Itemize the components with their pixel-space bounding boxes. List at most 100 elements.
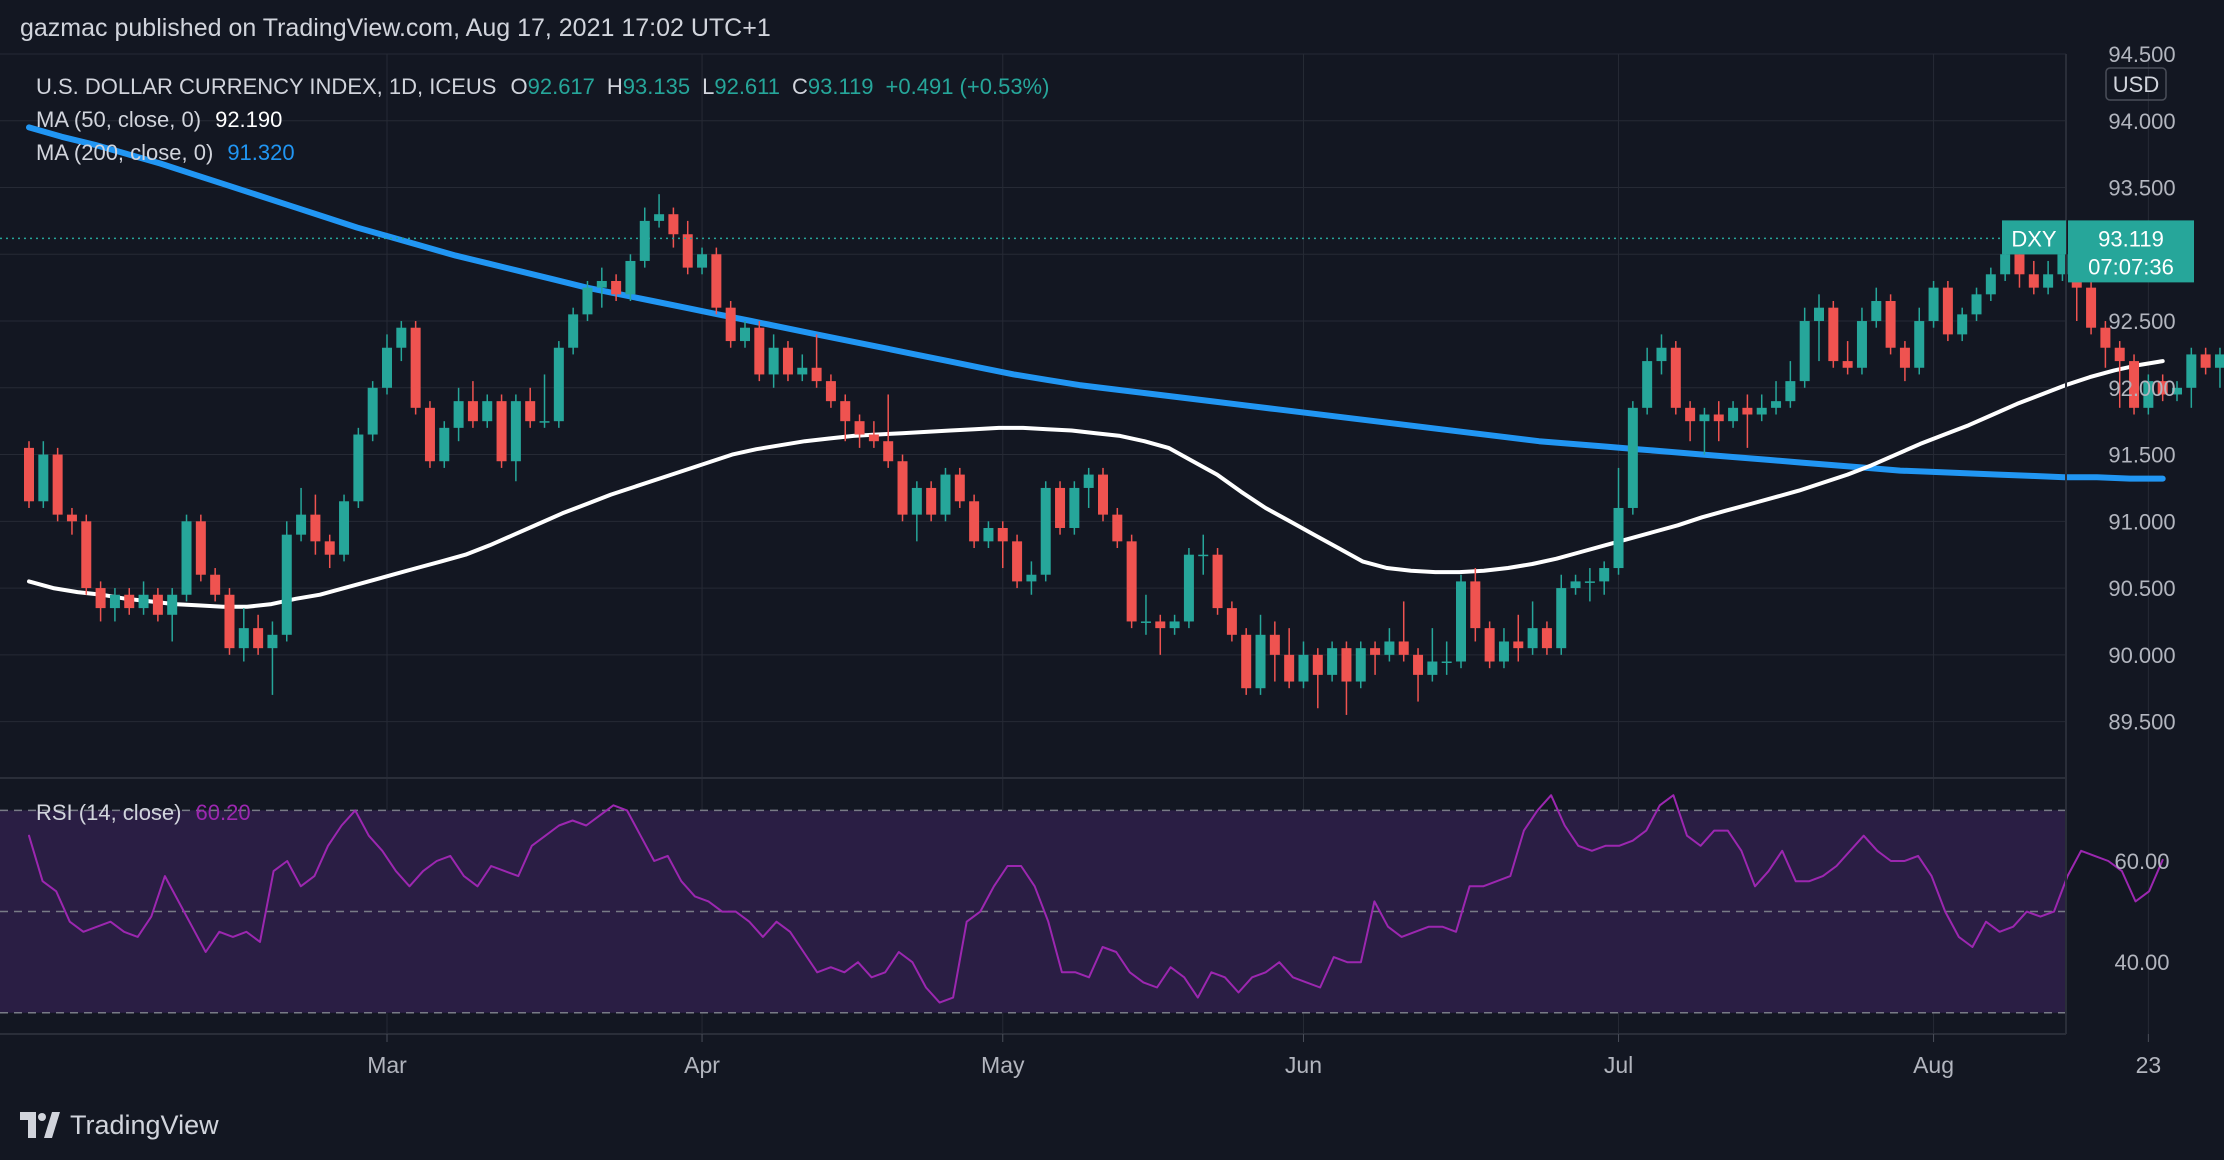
candle-body [1269,634,1280,655]
candle [1928,280,1939,328]
candle [2028,260,2039,295]
published-header: gazmac published on TradingView.com, Aug… [0,0,2224,54]
ma200-polyline [26,124,2166,482]
candle-body [1198,554,1209,557]
candle [1728,401,1739,428]
price-tag-countdown: 07:07:36 [2088,254,2174,279]
candle [553,341,564,428]
ma200-legend-value: 91.320 [227,140,294,165]
candle-body [1441,661,1452,664]
rsi-tick-label: 60.00 [2114,849,2169,874]
candle-body [1312,654,1323,675]
candle [1971,287,1982,322]
candle [811,334,822,388]
candle [224,588,235,655]
tradingview-logo[interactable]: TradingView [20,1108,219,1142]
candle-body [2086,287,2097,328]
candle-body [138,594,149,609]
candle-body [1183,554,1194,622]
ma200-line [26,124,2166,482]
candle-body [1713,414,1724,422]
candle-body [467,401,478,422]
candle [1627,401,1638,515]
candle-body [954,474,965,502]
candle-body [1928,287,1939,322]
candle-body [510,401,521,462]
price-tick-label: 90.000 [2108,643,2175,668]
candle-body [1814,307,1824,322]
time-tick-label: Apr [684,1052,720,1078]
candle-body [410,327,421,408]
candle [281,521,292,642]
low-label: L92.611 [702,74,780,99]
candle-body [324,541,335,555]
candle-body [109,594,120,609]
price-tick-label: 94.500 [2108,42,2175,67]
candle-body [825,381,836,402]
candle-body [453,401,464,428]
low-value: 92.611 [714,74,780,99]
candle-body [2028,274,2039,288]
candle [1885,294,1896,355]
candle [1055,481,1066,535]
candle [1842,341,1853,375]
rsi-band-fill [0,810,2066,1013]
price-tick-label: 89.500 [2108,710,2175,735]
candle-body [253,628,264,649]
candle-body [1756,407,1767,415]
candle [1012,534,1023,589]
candle [439,421,450,468]
candle-body [625,260,636,295]
candle-body [1470,581,1481,629]
candle [1413,648,1424,702]
candle-body [997,527,1008,542]
candle-body [2143,381,2154,408]
candle [24,441,34,508]
symbol-tag-label: DXY [2011,226,2057,251]
candle-body [1040,487,1051,575]
candle-body [1785,381,1796,402]
rsi-band [0,809,2066,1014]
candle [1670,341,1681,415]
candle-body [1971,294,1982,315]
candle-body [568,314,579,348]
candle [883,394,894,468]
candle [510,394,521,482]
tradingview-brand: TradingView [70,1109,219,1140]
candle-body [768,347,779,375]
candle-body [525,401,536,422]
candle [1942,280,1953,342]
candle-body [1799,321,1810,382]
candle-body [1298,654,1309,682]
candle [467,381,478,428]
candle-body [2214,354,2224,368]
rsi-line [28,794,2164,1004]
candle-body [782,347,793,375]
candle-body [1985,274,1996,295]
candle [1899,341,1910,382]
low-letter: L [702,74,714,99]
candle [1742,394,1753,448]
candle-body [1513,641,1524,649]
candle [1212,548,1223,615]
candle [2200,347,2211,375]
published-line: gazmac published on TradingView.com, Aug… [20,14,771,42]
candle-body [66,514,77,522]
candle-body [854,421,865,435]
candle-body [195,521,206,575]
candle-body [725,307,736,342]
candle [1126,534,1137,629]
candle-body [1541,628,1552,649]
candle [1642,347,1653,415]
candle [38,441,49,508]
price-tick-label: 92.500 [2108,309,2175,334]
candle-body [382,347,392,388]
candle-body [668,214,679,235]
candle [2143,374,2154,415]
candle [854,414,865,448]
candle [1183,548,1194,629]
candle-body [1241,634,1252,689]
candle [424,401,435,468]
symbol-name: U.S. DOLLAR CURRENCY INDEX, 1D, ICEUS [36,74,496,99]
